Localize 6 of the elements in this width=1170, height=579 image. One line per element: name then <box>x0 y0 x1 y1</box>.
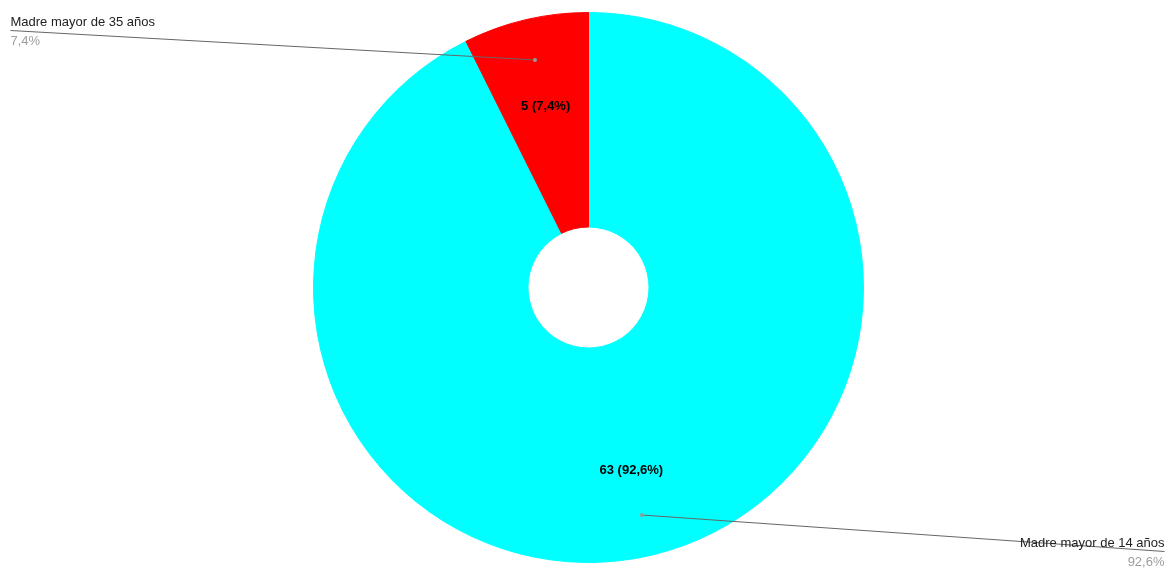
data-label: 63 (92,6%) <box>599 462 664 478</box>
text: 92,6% <box>1127 553 1165 569</box>
data-label: 5 (7,4%) <box>521 97 571 113</box>
slice-label: Madre mayor de 35 años <box>10 13 156 29</box>
slice-label: Madre mayor de 14 años <box>1019 534 1165 550</box>
text: 7,4% <box>10 32 41 48</box>
